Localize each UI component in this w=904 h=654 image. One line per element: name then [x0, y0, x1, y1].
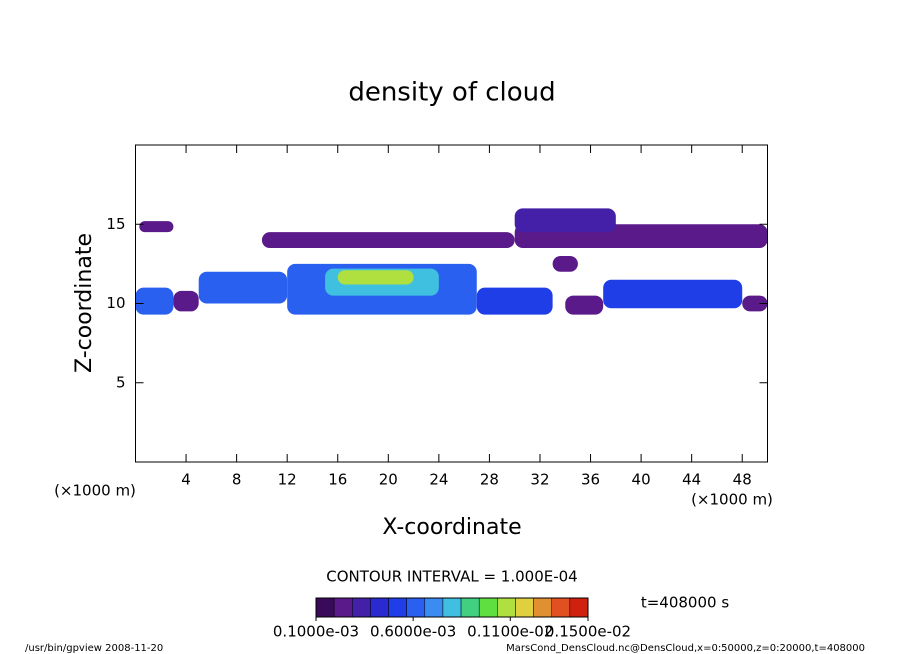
- cloud-patch: [198, 271, 288, 304]
- y-axis-label: Z-coordinate: [72, 233, 97, 373]
- colorbar-segment: [533, 597, 552, 618]
- y-unit: (×1000 m): [54, 482, 136, 500]
- colorbar-segment: [315, 597, 335, 618]
- x-axis-label: X-coordinate: [382, 515, 521, 540]
- cloud-patch: [552, 255, 578, 272]
- colorbar-frame: [315, 597, 589, 618]
- contour-interval: CONTOUR INTERVAL = 1.000E-04: [326, 568, 577, 586]
- colorbar-segment: [460, 597, 480, 618]
- x-tick-label: 16: [328, 471, 347, 489]
- x-tick-label: 48: [733, 471, 752, 489]
- chart-title: density of cloud: [348, 78, 555, 108]
- colorbar-segment: [442, 597, 462, 618]
- colorbar-segment: [551, 597, 571, 618]
- colorbar-segment: [406, 597, 426, 618]
- x-tick-label: 44: [682, 471, 701, 489]
- cloud-patch: [135, 287, 174, 315]
- colorbar-segment: [569, 597, 589, 618]
- colorbar-segment: [515, 597, 534, 618]
- colorbar-tick-label: 0.1100e-02: [467, 623, 553, 641]
- cloud-patch: [565, 295, 604, 315]
- colorbar-tick-label: 0.1500e-02: [545, 623, 631, 641]
- y-tick-label: 15: [106, 215, 125, 233]
- x-tick-label: 4: [181, 471, 191, 489]
- x-tick-label: 12: [278, 471, 297, 489]
- colorbar-tick-label: 0.1000e-03: [273, 623, 359, 641]
- footer-left: /usr/bin/gpview 2008-11-20: [25, 643, 163, 654]
- cloud-patch: [742, 295, 768, 312]
- colorbar-segment: [370, 597, 389, 618]
- x-unit: (×1000 m): [691, 491, 773, 509]
- cloud-patch: [139, 221, 174, 233]
- colorbar-segment: [333, 597, 353, 618]
- x-tick-label: 40: [632, 471, 651, 489]
- cloud-patch: [476, 287, 553, 315]
- cloud-patch: [337, 270, 414, 285]
- x-tick-label: 28: [480, 471, 499, 489]
- x-tick-label: 36: [581, 471, 600, 489]
- footer-right: MarsCond_DensCloud.nc@DensCloud,x=0:5000…: [506, 643, 865, 654]
- colorbar-segment: [424, 597, 444, 618]
- colorbar-segment: [497, 597, 516, 618]
- y-tick-label: 10: [106, 294, 125, 312]
- cloud-patch: [261, 232, 515, 249]
- cloud-patch: [514, 208, 616, 233]
- colorbar-tick-label: 0.6000e-03: [370, 623, 456, 641]
- time-label: t=408000 s: [641, 594, 729, 612]
- x-tick-label: 32: [530, 471, 549, 489]
- x-tick-label: 20: [379, 471, 398, 489]
- y-tick-label: 5: [116, 373, 126, 391]
- colorbar-segment: [388, 597, 407, 618]
- cloud-patch: [603, 279, 743, 309]
- cloud-patch: [173, 290, 199, 312]
- x-tick-label: 24: [429, 471, 448, 489]
- colorbar-segment: [352, 597, 371, 618]
- colorbar-segment: [478, 597, 498, 618]
- x-tick-label: 8: [232, 471, 242, 489]
